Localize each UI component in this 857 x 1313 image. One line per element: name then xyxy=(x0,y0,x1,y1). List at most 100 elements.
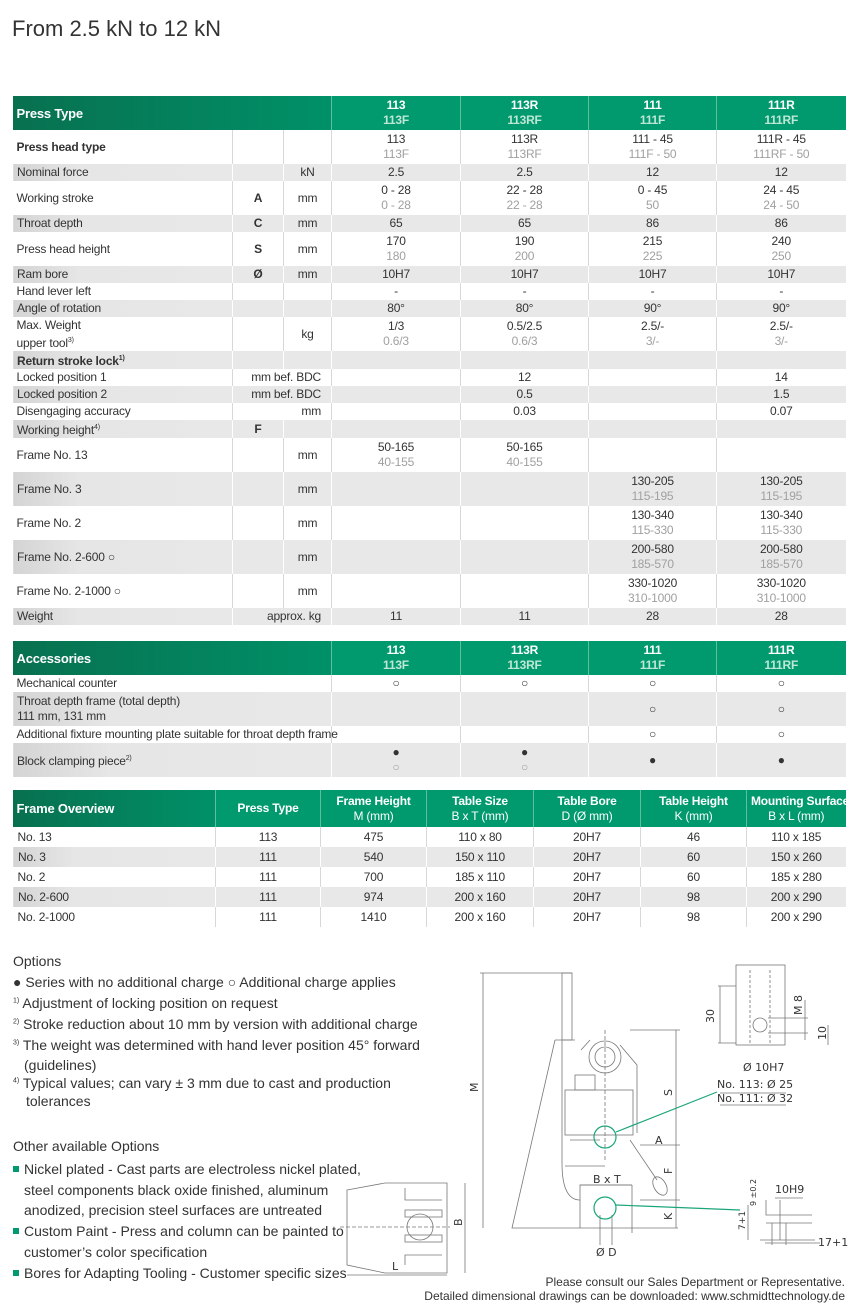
unit-cell: mm xyxy=(282,232,332,266)
unit-text: mm xyxy=(301,404,322,418)
frame-cell: 150 x 260 xyxy=(746,847,846,867)
frame-cell: 110 x 80 xyxy=(426,827,534,847)
label-text: Nominal force xyxy=(17,165,89,179)
primary-value: 86 xyxy=(774,216,788,230)
primary-value: 0 - 45 xyxy=(637,183,668,197)
secondary-value: 0.6/3 xyxy=(511,334,538,348)
primary-value: 200-580 xyxy=(631,542,674,556)
cell-text: 185 x 280 xyxy=(770,869,822,884)
secondary-value: 225 xyxy=(642,249,663,263)
footnote-ref: 3) xyxy=(67,336,74,344)
cell-text: 60 xyxy=(687,869,700,884)
primary-value: ○ xyxy=(520,676,529,690)
value-cell: 111R - 45 111RF - 50 xyxy=(716,130,846,164)
value-cell xyxy=(331,420,461,438)
cell-text: 111 xyxy=(259,849,277,864)
primary-value: 22 - 28 xyxy=(506,183,543,197)
value-cell: 65 xyxy=(460,215,589,232)
unit-text: mm xyxy=(297,267,318,281)
model-header: 113 113F xyxy=(331,96,461,130)
cell-text: No. 3 xyxy=(18,849,46,864)
label-text: Throat depth frame (total depth) xyxy=(17,694,181,708)
frame-cell: 540 xyxy=(320,847,427,867)
column-header: Press Type xyxy=(215,790,321,827)
spec-row: Frame No. 3 mm 130-205 115-195 130-205 115-19… xyxy=(12,472,846,506)
primary-value: 90° xyxy=(643,301,662,315)
model-header: 111R 111RF xyxy=(716,96,846,130)
secondary-value: 115-195 xyxy=(631,489,674,503)
unit-cell: kg xyxy=(282,317,332,351)
frame-cell: 20H7 xyxy=(533,847,641,867)
dim-30: 30 xyxy=(704,1009,717,1023)
frame-cell: No. 13 xyxy=(13,827,216,847)
secondary-value: 3/- xyxy=(774,334,789,348)
frame-cell: No. 2-600 xyxy=(12,887,216,907)
value-cell: ○ xyxy=(588,692,717,726)
options-legend: ● Series with no additional charge ○ Add… xyxy=(13,974,396,990)
value-cell: 0 - 28 0 - 28 xyxy=(331,181,461,215)
footer-note: Please consult our Sales Department or R… xyxy=(424,1275,845,1303)
spec-label: Ram bore xyxy=(12,266,233,283)
spec-row: Return stroke lock1) xyxy=(12,351,846,369)
value-cell: 2.5/- 3/- xyxy=(716,317,846,351)
value-cell xyxy=(331,540,461,574)
secondary-value: 113F xyxy=(383,147,409,161)
primary-value: 111R - 45 xyxy=(756,132,806,146)
value-cell: 90° xyxy=(716,300,846,317)
footnote-ref: 2) xyxy=(125,755,132,762)
value-cell: ○ xyxy=(716,675,846,692)
header-main: Frame Height xyxy=(336,793,411,808)
footnote-text: Adjustment of locking position on reques… xyxy=(22,995,278,1011)
header-sub: B x L (mm) xyxy=(768,808,825,823)
unit-cell: kN xyxy=(282,164,332,181)
spec-label: Hand lever left xyxy=(13,283,233,300)
footnote-continuation: (guidelines) xyxy=(24,1057,97,1073)
dimension-letter: F xyxy=(232,420,284,438)
primary-value: 2.5/- xyxy=(641,319,665,333)
accessory-label: Throat depth frame (total depth) 111 mm, … xyxy=(12,692,332,726)
dim-D: Ø D xyxy=(596,1246,617,1259)
unit-text: mm bef. BDC xyxy=(251,387,322,401)
primary-value: 10H7 xyxy=(510,267,539,281)
secondary-value: 3/- xyxy=(645,334,660,348)
value-cell: 113 113F xyxy=(331,130,461,164)
dimension-letter: S xyxy=(232,232,284,266)
value-cell: 2.5 xyxy=(331,164,461,181)
letter-text: F xyxy=(254,421,262,436)
unit-text: mm bef. BDC xyxy=(251,370,322,384)
secondary-value: 185-570 xyxy=(631,557,674,571)
unit-cell xyxy=(282,300,332,317)
secondary-value: 0 - 28 xyxy=(381,198,411,212)
frame-cell: 98 xyxy=(640,907,747,927)
other-option-line: customer’s color specification xyxy=(24,1244,207,1260)
primary-value: 113 xyxy=(386,132,406,146)
spec-row: Working height4) F xyxy=(12,420,846,438)
value-cell: 11 xyxy=(460,608,589,625)
value-cell: 2.5 xyxy=(460,164,589,181)
label-text: Max. Weight xyxy=(16,317,81,332)
unit-cell xyxy=(282,420,332,438)
bullet-square-icon xyxy=(13,1269,19,1276)
frame-row: No. 13 113 475 110 x 80 20H7 46 110 x 185 xyxy=(13,827,846,847)
primary-value: 1.5 xyxy=(773,387,790,401)
label-text: Return stroke lock xyxy=(17,354,119,368)
label-text: Frame No. 2-1000 ○ xyxy=(16,583,122,598)
value-cell: ● xyxy=(588,743,717,777)
primary-value: 10H7 xyxy=(638,267,667,281)
secondary-value: 180 xyxy=(386,249,406,263)
value-cell xyxy=(588,420,717,438)
primary-value: ● xyxy=(648,752,657,767)
unit-text: kN xyxy=(300,165,315,179)
dim-no113: No. 113: Ø 25 xyxy=(717,1078,793,1091)
dim-F: F xyxy=(662,1168,675,1174)
accessory-label: Additional fixture mounting plate suitab… xyxy=(13,726,338,743)
frame-row: No. 2-600 111 974 200 x 160 20H7 98 200 x 290 xyxy=(12,887,846,907)
spec-row: Frame No. 2-1000 ○ mm 330-1020 310-1000 330-… xyxy=(13,574,846,608)
frame-cell: No. 2-1000 xyxy=(13,907,216,927)
frame-cell: 200 x 160 xyxy=(426,887,534,907)
spec-row: Disengaging accuracy mm 0.03 0.07 xyxy=(13,403,846,420)
label-text: Additional fixture mounting plate suitab… xyxy=(16,727,338,741)
